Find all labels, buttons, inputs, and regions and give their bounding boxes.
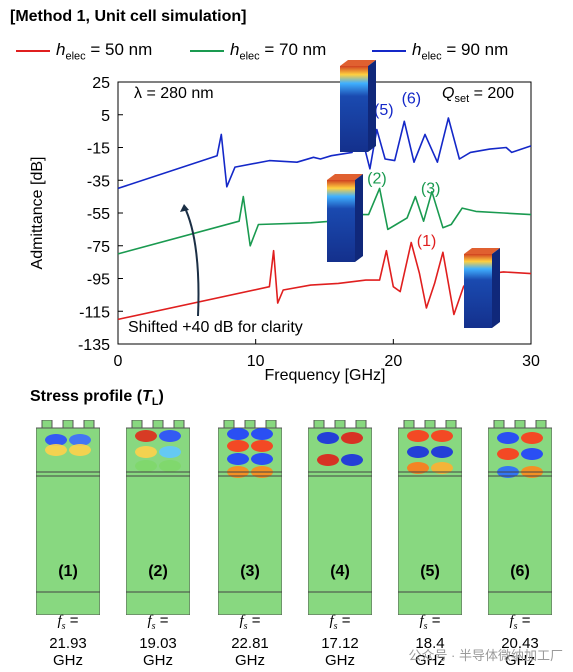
- legend-swatch-red: [16, 50, 50, 53]
- resonance-frequency-2: fs = 19.03 GHz: [118, 612, 198, 669]
- y-tick-label: -75: [87, 239, 110, 256]
- stress-profile-title: Stress profile (TL): [30, 388, 164, 409]
- fs-unit: GHz: [53, 652, 83, 669]
- fs-value: 21.93: [49, 635, 87, 652]
- x-tick-label: 20: [384, 353, 402, 370]
- legend-symbol: h: [56, 40, 66, 59]
- legend-item-70nm: helec = 70 nm: [190, 40, 326, 62]
- fs-symbol-line: fs =: [509, 612, 531, 632]
- fs-value: 17.12: [321, 635, 359, 652]
- y-tick-label: -55: [87, 206, 110, 223]
- y-tick-label: -95: [87, 272, 110, 289]
- fs-value: 20.43: [501, 635, 539, 652]
- x-tick-label: 10: [247, 353, 265, 370]
- stress-panel-label: (4): [330, 563, 350, 580]
- shift-arrow-head: [180, 204, 189, 212]
- mode-label: (6): [402, 90, 422, 107]
- stress-panel-label: (3): [240, 563, 260, 580]
- fs-symbol-line: fs =: [57, 612, 79, 632]
- legend-sub: elec: [65, 50, 86, 63]
- x-tick-label: 30: [522, 353, 540, 370]
- shift-annotation: Shifted +40 dB for clarity: [128, 319, 303, 336]
- fs-symbol-line: fs =: [147, 612, 169, 632]
- stress-panel-3: (3): [218, 420, 282, 615]
- x-axis: 0 10 20 30: [114, 339, 540, 370]
- mode-label: (3): [421, 180, 441, 197]
- y-tick-label: 25: [92, 75, 110, 92]
- resonance-frequency-5: fs = 18.4 GHz: [390, 612, 470, 669]
- x-tick-label: 0: [114, 353, 123, 370]
- y-tick-label: -15: [87, 141, 110, 158]
- legend-symbol: h: [230, 40, 240, 59]
- legend-item-90nm: helec = 90 nm: [372, 40, 508, 62]
- resonance-frequency-1: fs = 21.93 GHz: [28, 612, 108, 669]
- y-tick-label: -135: [78, 337, 110, 354]
- fs-symbol-line: fs =: [419, 612, 441, 632]
- series-line-70nm: [117, 187, 532, 255]
- stress-panel-4: (4): [308, 420, 372, 615]
- shift-arrow: [183, 205, 200, 317]
- x-axis-label: Frequency [GHz]: [265, 367, 386, 384]
- fs-unit: GHz: [325, 652, 355, 669]
- fs-value: 18.4: [415, 635, 445, 652]
- fs-symbol-line: fs =: [239, 612, 261, 632]
- stress-profile-image: [218, 420, 282, 615]
- y-tick-label: -115: [79, 304, 110, 321]
- stress-panel-label: (2): [148, 563, 168, 580]
- y-axis: 25 5 -15 -35 -55 -75 -95 -115 -135: [78, 75, 123, 354]
- legend-sub: elec: [239, 50, 260, 63]
- fs-unit: GHz: [505, 652, 535, 669]
- series-line-90nm: [117, 117, 532, 190]
- pillar-image-green: [327, 174, 363, 262]
- stress-panel-label: (6): [510, 563, 530, 580]
- stress-panel-1: (1): [36, 420, 100, 615]
- stress-profile-image: [308, 420, 372, 615]
- stress-profile-image: [36, 420, 100, 615]
- mode-label: (2): [367, 171, 387, 188]
- stress-profile-image: [126, 420, 190, 615]
- y-tick-label: -35: [87, 173, 110, 190]
- legend: helec = 50 nm helec = 70 nm helec = 90 n…: [0, 40, 573, 64]
- method-title: [Method 1, Unit cell simulation]: [10, 8, 247, 25]
- legend-symbol: h: [412, 40, 422, 59]
- legend-swatch-blue: [372, 50, 406, 53]
- mode-label: (5): [374, 102, 394, 119]
- stress-profile-image: [398, 420, 462, 615]
- fs-value: 19.03: [139, 635, 177, 652]
- fs-unit: GHz: [143, 652, 173, 669]
- legend-item-50nm: helec = 50 nm: [16, 40, 152, 62]
- pillar-image-red: [464, 248, 500, 328]
- pillar-image-blue: [340, 60, 376, 152]
- legend-text: = 90 nm: [441, 40, 509, 59]
- fs-unit: GHz: [235, 652, 265, 669]
- resonance-frequency-4: fs = 17.12 GHz: [300, 612, 380, 669]
- resonance-frequency-6: fs = 20.43 GHz: [480, 612, 560, 669]
- stress-panel-label: (5): [420, 563, 440, 580]
- admittance-chart: 25 5 -15 -35 -55 -75 -95 -115 -135 0 10 20 30 (1) (2…: [29, 60, 540, 384]
- stress-panel-5: (5): [398, 420, 462, 615]
- legend-swatch-green: [190, 50, 224, 53]
- stress-panel-label: (1): [58, 563, 78, 580]
- mode-label: (1): [417, 233, 437, 250]
- y-tick-label: 5: [101, 108, 110, 125]
- stress-profile-image: [488, 420, 552, 615]
- stress-panel-6: (6): [488, 420, 552, 615]
- lambda-annotation: λ = 280 nm: [134, 85, 214, 102]
- resonance-frequency-3: fs = 22.81 GHz: [210, 612, 290, 669]
- legend-text: = 70 nm: [259, 40, 327, 59]
- q-annotation: Qset = 200: [442, 85, 514, 105]
- legend-sub: elec: [421, 50, 442, 63]
- y-axis-label: Admittance [dB]: [29, 157, 46, 270]
- watermark: 公众号 · 半导体微纳加工厂: [408, 648, 563, 663]
- fs-symbol-line: fs =: [329, 612, 351, 632]
- legend-text: = 50 nm: [85, 40, 153, 59]
- fs-value: 22.81: [231, 635, 269, 652]
- fs-unit: GHz: [415, 652, 445, 669]
- stress-panel-2: (2): [126, 420, 190, 615]
